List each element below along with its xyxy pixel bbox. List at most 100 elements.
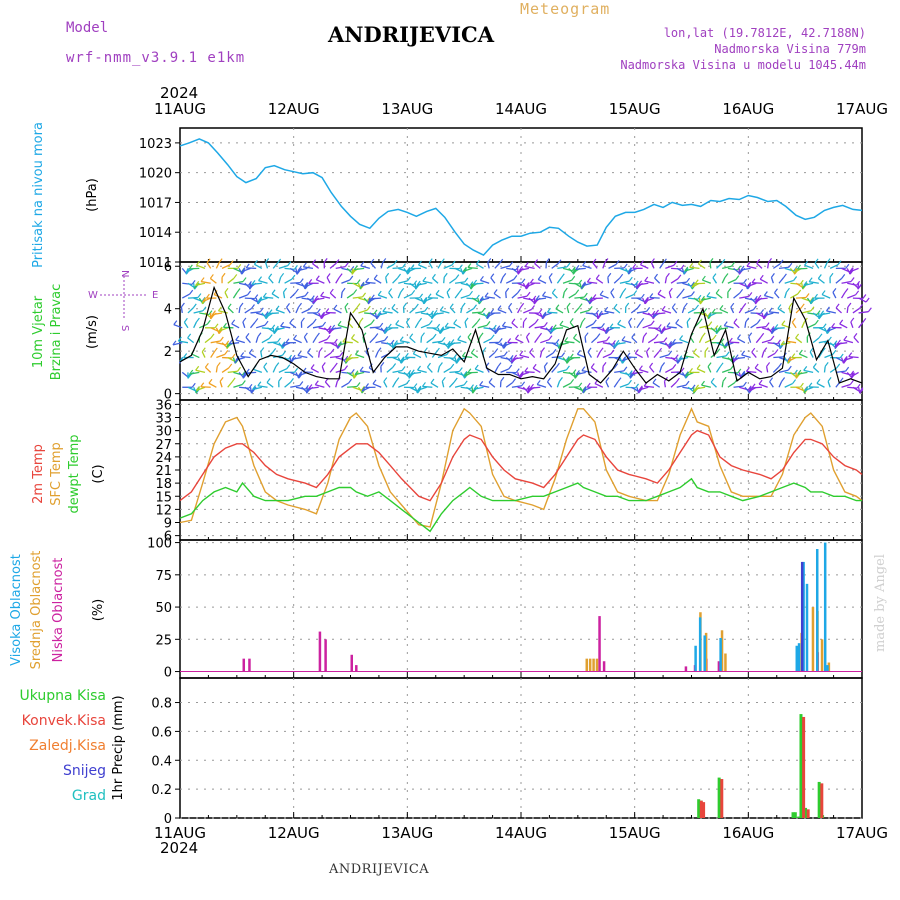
wind-barb-tick	[808, 277, 813, 283]
wind-barb-tick	[239, 302, 244, 308]
wind-barb-tick	[345, 357, 350, 363]
wind-barb	[715, 292, 723, 299]
wind-barb	[649, 366, 655, 373]
wind-barb-tick	[711, 308, 716, 314]
wind-barb	[307, 352, 314, 359]
wind-barb	[347, 385, 358, 388]
wind-barb	[227, 277, 235, 284]
wind-barb	[312, 263, 320, 269]
wind-barb-tick	[187, 333, 192, 339]
wind-barb-tick	[310, 364, 315, 369]
wind-barb-tick	[299, 381, 304, 386]
wind-barb-tick	[245, 368, 250, 374]
wind-barb	[371, 297, 382, 300]
wind-barb-tick	[788, 262, 793, 268]
wind-barb-tick	[680, 288, 685, 294]
wind-barb	[362, 336, 365, 343]
cloud-bar	[592, 658, 595, 672]
wind-barb	[769, 311, 780, 314]
cloud-bar	[694, 645, 697, 672]
wind-barb	[568, 371, 576, 378]
wind-barb-tick	[348, 378, 353, 384]
wind-barb-tick	[604, 258, 609, 263]
wind-barb	[706, 295, 717, 299]
wind-barb-tick	[463, 380, 468, 386]
wind-barb-tick	[686, 317, 691, 323]
wind-barb	[204, 312, 212, 319]
chart-subtitle: Meteogram	[520, 0, 611, 18]
wind-barb	[716, 262, 723, 269]
wind-barb-tick	[595, 274, 600, 280]
wind-barb-tick	[348, 353, 353, 359]
wind-barb	[189, 371, 200, 375]
wind-barb	[221, 367, 230, 373]
wind-barb-tick	[708, 312, 713, 317]
wind-barb-tick	[353, 289, 358, 294]
wind-barb	[445, 326, 456, 329]
cloud-bar	[324, 639, 327, 672]
wind-barb	[437, 366, 441, 373]
wind-barb	[548, 277, 553, 284]
wind-barb-tick	[578, 382, 583, 388]
wind-barb	[780, 342, 791, 346]
cloud-bar	[802, 561, 805, 672]
precip-unit: 1hr Precip (mm)	[111, 695, 126, 800]
cloud-bar	[795, 645, 799, 672]
wind-barb	[446, 292, 450, 299]
wind-barb	[801, 310, 812, 314]
wind-barb	[648, 327, 659, 330]
wind-barb	[355, 353, 365, 359]
wind-barb-tick	[709, 258, 714, 263]
wind-barb	[788, 306, 792, 314]
wind-barb	[329, 366, 335, 373]
wind-barb-tick	[752, 305, 757, 311]
ytick-label-temperature: 6	[164, 530, 172, 545]
wind-barb-tick	[565, 365, 570, 371]
wind-barb-tick	[839, 319, 844, 325]
wind-barb-tick	[626, 352, 631, 358]
wind-barb	[187, 337, 195, 344]
wind-barb-tick	[399, 336, 404, 342]
wind-barb	[733, 267, 740, 274]
wind-barb	[820, 312, 831, 316]
wind-barb-tick	[843, 355, 848, 361]
wind-barb-tick	[760, 309, 765, 314]
wind-barb	[702, 279, 712, 284]
wind-barb-tick	[814, 293, 818, 299]
wind-barb-tick	[280, 272, 285, 278]
wind-barb-tick	[440, 326, 445, 332]
wind-barb	[687, 308, 696, 314]
wind-barb	[790, 293, 799, 299]
wind-barb	[440, 309, 450, 314]
wind-barb	[409, 337, 416, 344]
wind-barb	[178, 340, 189, 344]
wind-barb-tick	[701, 332, 706, 338]
wind-barb	[724, 325, 734, 329]
wind-barb-tick	[235, 355, 240, 361]
wind-barb-tick	[513, 275, 518, 280]
wind-barb-tick	[688, 368, 693, 373]
wind-barb-tick	[706, 292, 711, 297]
wind-barb	[678, 356, 689, 361]
date-label-bottom: 12AUG	[268, 824, 320, 842]
compass-n: N	[119, 270, 130, 277]
wind-barb	[647, 337, 656, 344]
wind-barb	[195, 282, 206, 287]
wind-barb-tick	[297, 266, 302, 271]
ytick-label-precip: 0.8	[151, 697, 172, 712]
wind-barb-tick	[793, 268, 798, 273]
cloud-bar	[318, 631, 322, 672]
wind-barb	[738, 307, 744, 314]
wind-barb-tick	[632, 263, 637, 269]
cloud-bar	[719, 638, 722, 672]
wind-barb-tick	[826, 326, 831, 332]
wind-barb	[464, 321, 468, 328]
wind-barb-tick	[763, 347, 768, 352]
wind-barb-tick	[791, 317, 796, 323]
wind-barb	[670, 278, 679, 284]
wind-barb	[374, 351, 379, 358]
wind-barb	[710, 381, 717, 388]
wind-barb-tick	[712, 334, 717, 340]
wind-barb-tick	[821, 347, 826, 353]
wind-barb	[595, 278, 604, 284]
